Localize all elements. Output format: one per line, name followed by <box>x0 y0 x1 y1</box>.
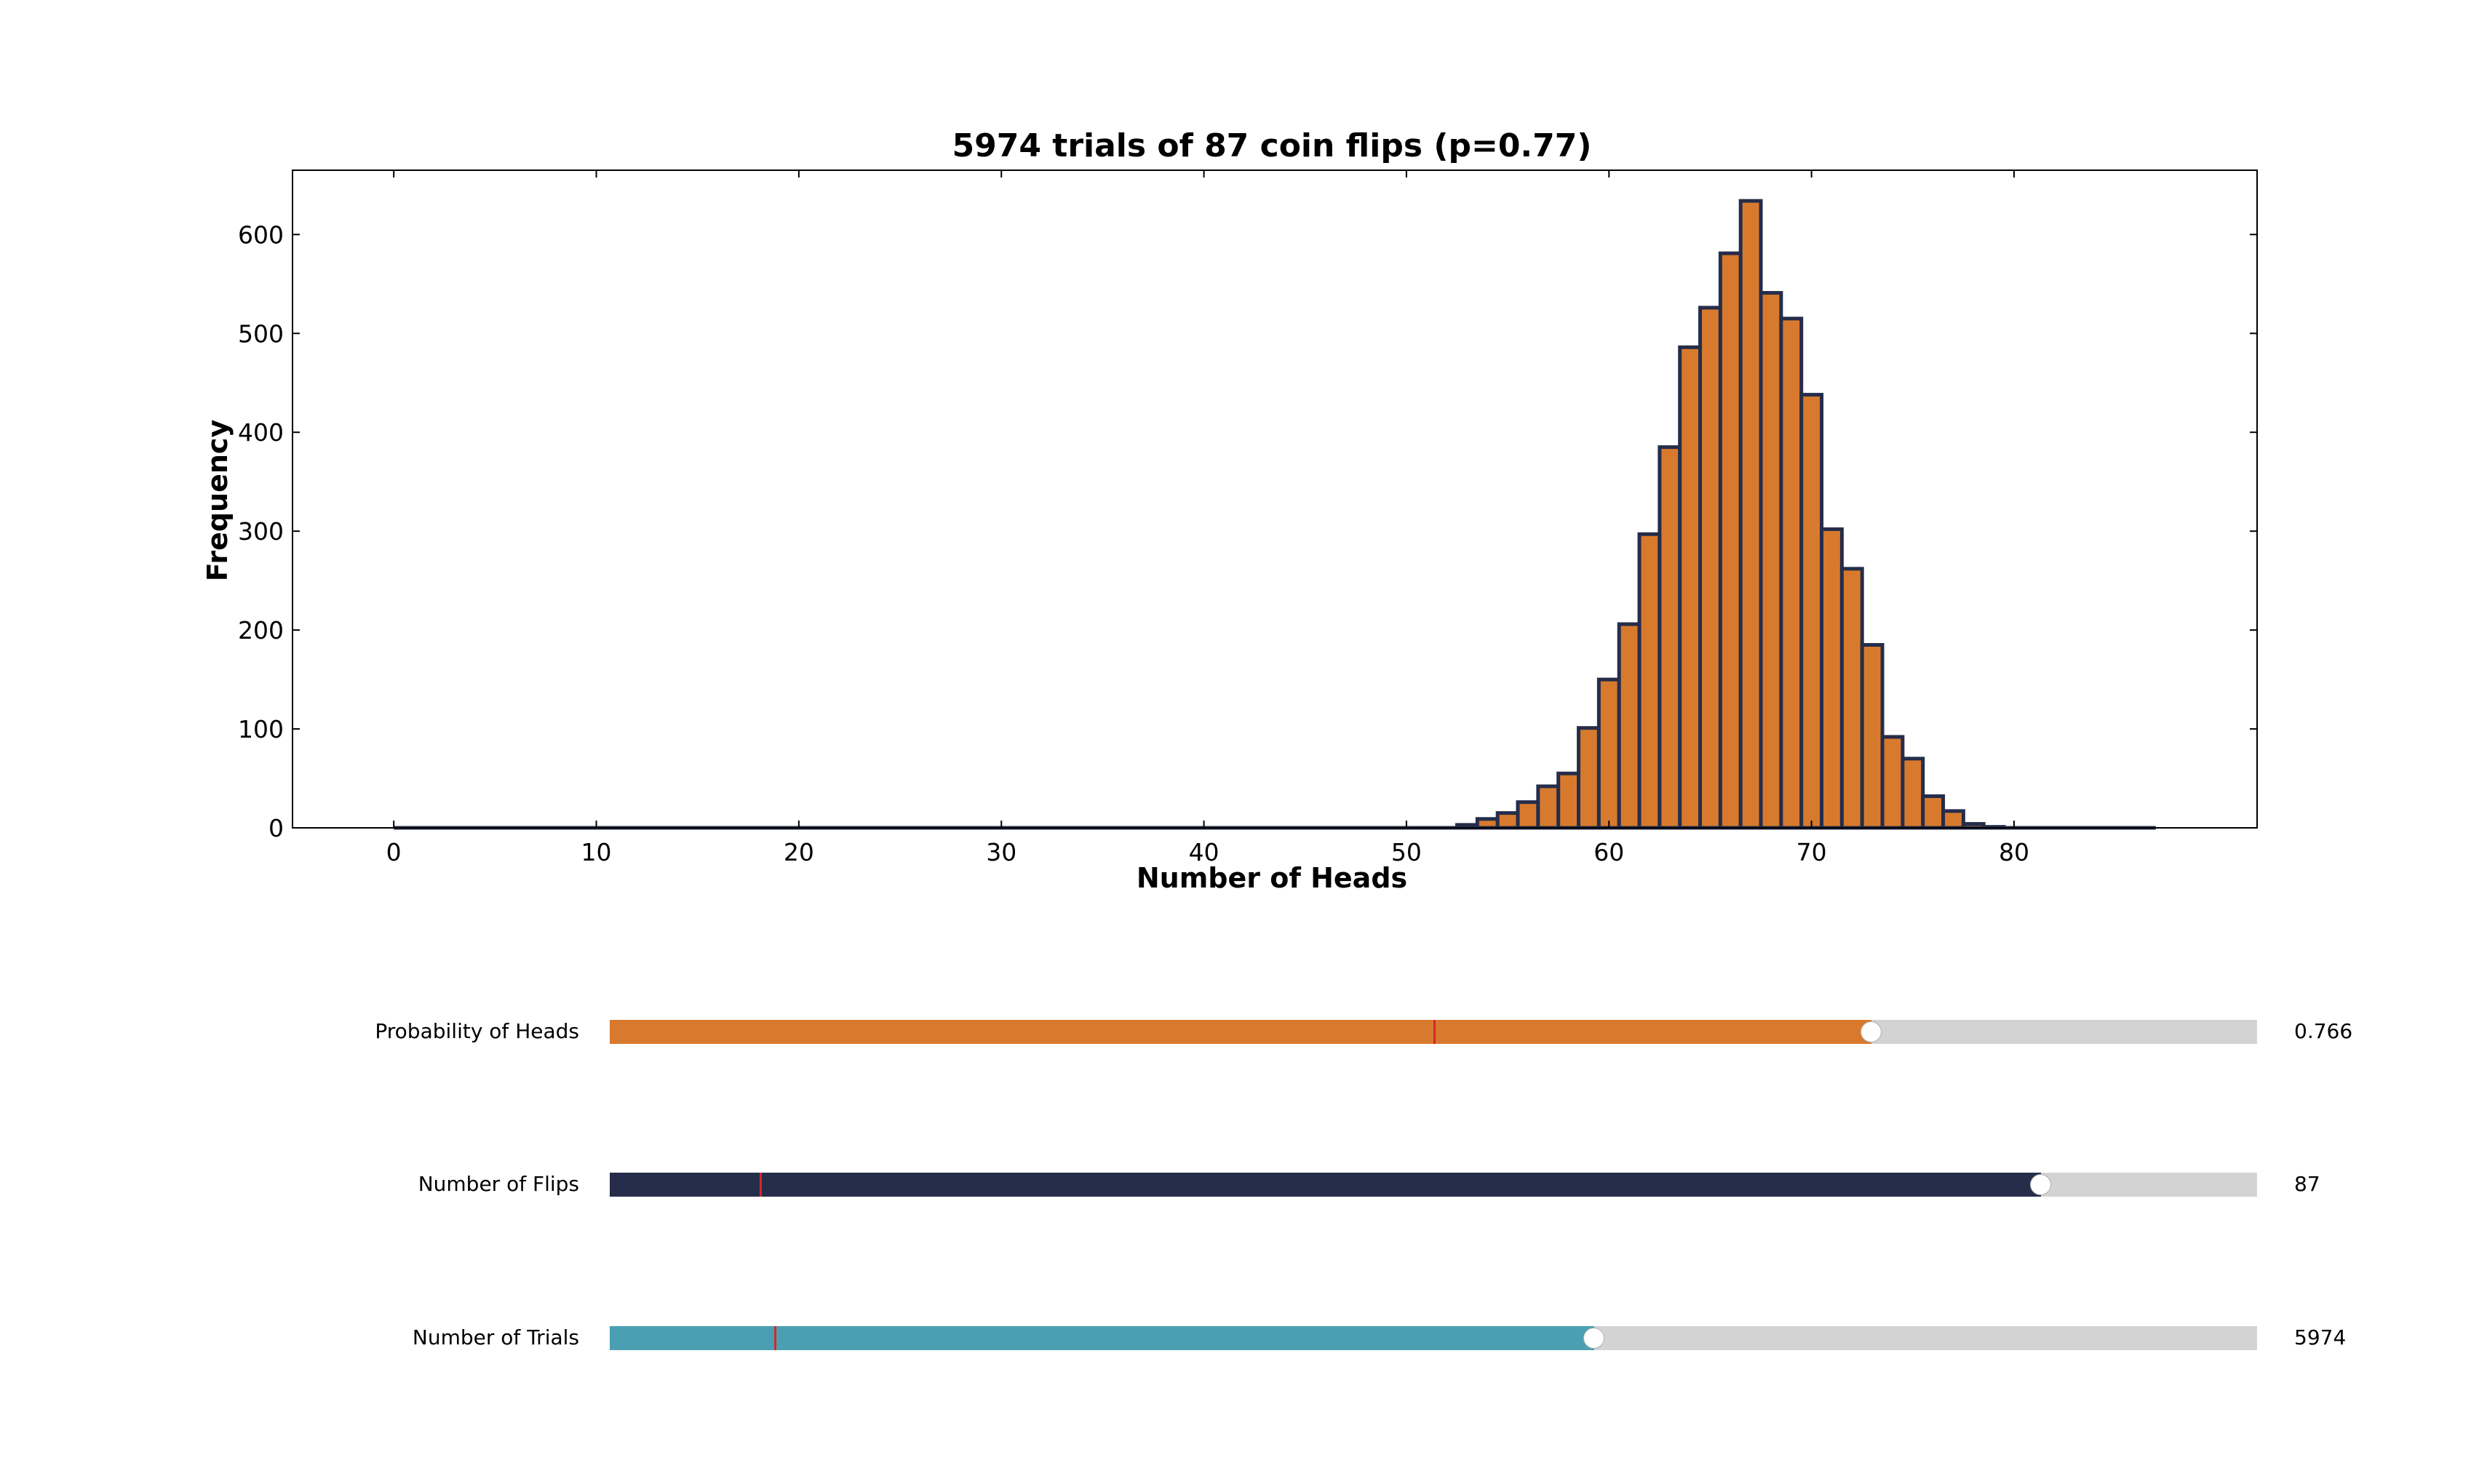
y-tick-label: 100 <box>238 715 284 743</box>
flips-slider-handle[interactable] <box>2029 1174 2051 1195</box>
flips-slider-label: Number of Flips <box>418 1172 579 1196</box>
flips-slider[interactable] <box>610 1173 2257 1197</box>
probability-initial-marker <box>1433 1020 1436 1044</box>
y-tick-label: 0 <box>268 814 284 842</box>
histogram-bar <box>1475 817 1500 830</box>
x-tick-label: 30 <box>986 838 1016 866</box>
x-tick-label: 60 <box>1593 838 1624 866</box>
histogram-bar <box>1678 345 1703 830</box>
histogram-bar <box>1495 811 1520 830</box>
trials-slider[interactable] <box>610 1326 2257 1350</box>
x-tick-label: 0 <box>386 838 402 866</box>
histogram-bar <box>1880 735 1905 830</box>
histogram-bar <box>1637 532 1662 830</box>
histogram-bar <box>1658 445 1682 830</box>
histogram-bar <box>1596 677 1621 830</box>
histogram-bar <box>1839 567 1864 830</box>
trials-value: 5974 <box>2294 1325 2347 1349</box>
trials-initial-marker <box>774 1326 777 1350</box>
x-tick-label: 70 <box>1796 838 1827 866</box>
y-axis-label: Frequency <box>202 420 234 582</box>
histogram-bar <box>1718 251 1743 830</box>
histogram-bar <box>1698 306 1722 830</box>
histogram-bar <box>1738 199 1763 830</box>
trials-slider-label: Number of Trials <box>412 1325 579 1349</box>
x-tick-label: 10 <box>581 838 612 866</box>
histogram-bar <box>1779 316 1804 830</box>
x-tick-label: 40 <box>1189 838 1219 866</box>
x-tick-label: 50 <box>1391 838 1422 866</box>
histogram-bar <box>1617 622 1642 830</box>
histogram-bar <box>1536 784 1561 830</box>
probability-slider-handle[interactable] <box>1861 1021 1882 1042</box>
histogram-bar <box>1577 726 1601 830</box>
probability-value: 0.766 <box>2294 1019 2353 1043</box>
histogram-bar <box>1556 771 1581 830</box>
bars-group <box>394 199 2156 830</box>
histogram-bar <box>1516 800 1540 830</box>
flips-slider-fill <box>610 1173 2041 1197</box>
chart-title: 5974 trials of 87 coin flips (p=0.77) <box>952 127 1592 164</box>
y-tick-label: 400 <box>238 418 284 447</box>
histogram-bar <box>1860 643 1885 830</box>
y-tick-label: 600 <box>238 220 284 249</box>
trials-slider-handle[interactable] <box>1583 1328 1604 1349</box>
y-tick-label: 200 <box>238 616 284 645</box>
histogram-bar <box>1759 291 1783 830</box>
x-tick-label: 80 <box>1999 838 2029 866</box>
trials-slider-fill <box>610 1326 1594 1350</box>
flips-value: 87 <box>2294 1172 2320 1196</box>
histogram-bar <box>1820 527 1844 830</box>
x-tick-label: 20 <box>784 838 814 866</box>
histogram-bar <box>1921 794 1946 830</box>
histogram-bar <box>1941 809 1965 830</box>
plot-frame <box>292 169 2258 829</box>
probability-slider[interactable] <box>610 1020 2257 1044</box>
histogram-bar <box>1799 393 1824 830</box>
probability-slider-label: Probability of Heads <box>375 1019 579 1043</box>
y-tick-label: 500 <box>238 319 284 348</box>
histogram-chart: 5974 trials of 87 coin flips (p=0.77) 0 1… <box>202 127 2258 894</box>
x-axis-label: Number of Heads <box>1137 862 1407 894</box>
probability-slider-fill <box>610 1020 1872 1044</box>
y-tick-label: 300 <box>238 517 284 546</box>
histogram-bar <box>1901 757 1925 830</box>
axes-group: 0 10 20 30 40 50 60 70 80 0 100 200 300 400 500 600 <box>238 169 2258 866</box>
flips-initial-marker <box>759 1173 762 1197</box>
